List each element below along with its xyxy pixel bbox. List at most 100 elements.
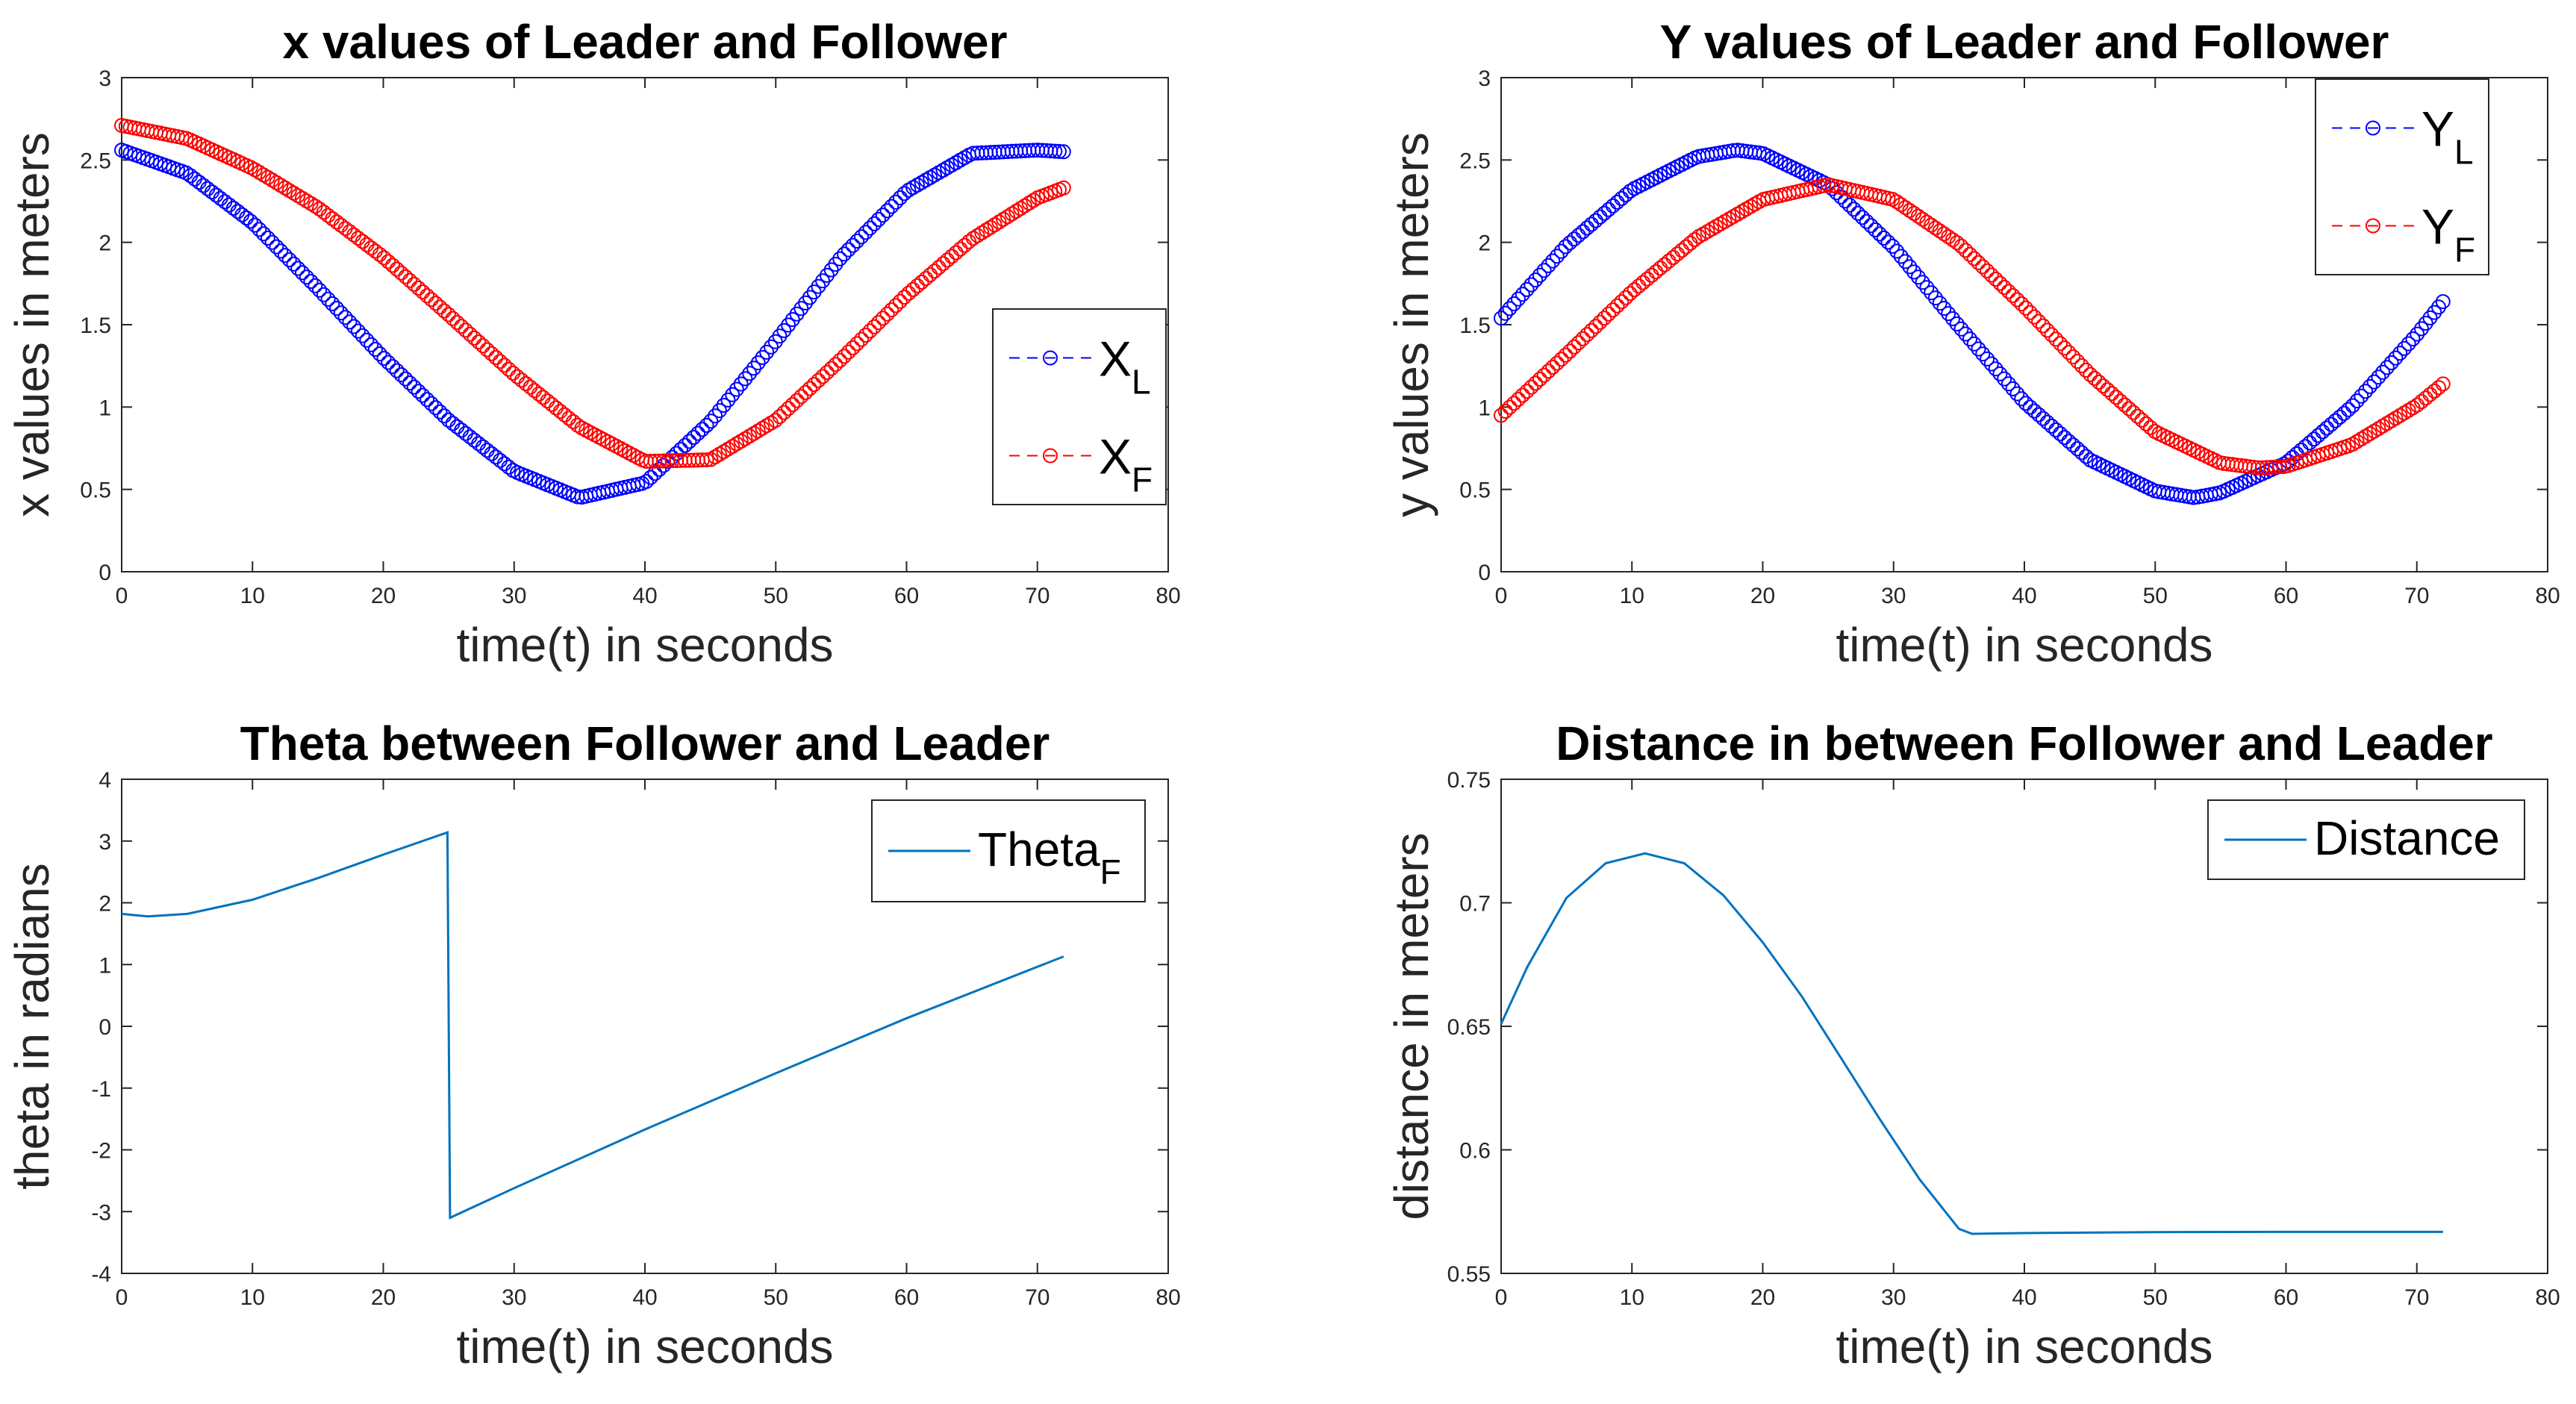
y-axis-label: distance in meters <box>1385 832 1438 1220</box>
y-tick-label: -4 <box>91 1262 111 1287</box>
data-point <box>496 358 512 373</box>
data-point <box>281 252 297 267</box>
data-point <box>2392 346 2408 361</box>
data-point <box>837 246 852 262</box>
data-point <box>2009 292 2025 308</box>
data-point <box>2078 363 2094 378</box>
data-point <box>1592 209 1608 225</box>
data-point <box>350 323 366 339</box>
data-point <box>940 252 955 268</box>
data-point <box>1592 314 1608 330</box>
data-point <box>1971 341 1986 357</box>
data-point <box>2396 340 2412 356</box>
legend-box <box>992 308 1167 505</box>
data-point <box>909 278 925 293</box>
data-point <box>716 398 732 413</box>
chart-1: 0 10 20 30 40 50 60 70 80 0 0.5 1 1.5 2 2.5 3 x values o… <box>5 15 1181 672</box>
data-point <box>437 408 452 424</box>
data-point <box>725 387 740 402</box>
data-point <box>841 344 856 360</box>
data-point <box>2022 399 2038 415</box>
x-tick-label: 70 <box>2404 584 2429 608</box>
data-point <box>2354 431 2369 447</box>
data-point <box>570 417 585 433</box>
data-point <box>884 302 899 318</box>
data-point <box>781 401 796 416</box>
data-point <box>2392 408 2408 423</box>
y-tick-label: 0 <box>1478 561 1491 585</box>
data-point <box>406 276 422 292</box>
data-point <box>1562 235 1578 251</box>
data-point <box>1932 296 1947 311</box>
data-point <box>1553 243 1569 259</box>
data-point <box>415 284 431 300</box>
data-point <box>785 397 800 412</box>
data-point <box>1558 347 1574 363</box>
data-point <box>2074 358 2089 373</box>
data-point <box>656 458 671 473</box>
data-point <box>2410 326 2425 342</box>
data-point <box>2009 386 2025 402</box>
y-tick-label: 2.5 <box>1459 149 1491 173</box>
data-point <box>802 381 817 396</box>
data-point <box>737 371 753 387</box>
data-point <box>638 474 654 490</box>
data-point <box>501 459 517 475</box>
data-point <box>987 217 1002 233</box>
x-tick-label: 60 <box>894 1285 919 1310</box>
y-tick-label: -3 <box>91 1200 111 1225</box>
data-point <box>1545 359 1561 375</box>
data-point <box>1026 193 1041 208</box>
data-point <box>1992 275 2008 291</box>
data-point <box>376 351 392 366</box>
data-point <box>1980 351 1995 366</box>
data-point <box>2379 416 2395 431</box>
data-point <box>1524 379 1539 395</box>
y-tick-label: 1 <box>99 396 111 420</box>
data-point <box>742 428 758 444</box>
legend-name: Y <box>2421 102 2454 157</box>
data-point <box>1971 255 1986 270</box>
data-point <box>858 328 873 343</box>
data-point <box>1687 232 1703 247</box>
data-point <box>1850 205 1866 221</box>
x-tick-label: 70 <box>1025 1285 1050 1310</box>
data-point <box>1579 327 1595 343</box>
data-point <box>325 296 340 311</box>
data-point <box>1605 302 1621 318</box>
data-point <box>277 248 293 263</box>
x-tick-label: 50 <box>2143 1285 2168 1310</box>
data-point <box>462 326 478 342</box>
data-point <box>652 461 667 477</box>
data-point <box>1528 272 1544 288</box>
x-axis-label: time(t) in seconds <box>1836 618 2212 672</box>
data-point <box>2324 416 2339 432</box>
data-point <box>764 339 779 355</box>
data-point <box>454 319 470 334</box>
data-point <box>755 420 770 436</box>
data-point <box>2435 294 2451 310</box>
data-point <box>411 384 426 399</box>
data-point <box>2126 405 2141 420</box>
data-point <box>1863 218 1879 234</box>
data-point <box>2048 422 2064 437</box>
data-point <box>488 350 504 365</box>
data-point <box>381 355 396 370</box>
data-point <box>432 404 448 419</box>
data-point <box>398 269 414 284</box>
data-point <box>1975 259 1991 275</box>
x-tick-label: 20 <box>371 1285 396 1310</box>
data-point <box>767 413 783 428</box>
x-tick-label: 50 <box>764 1285 788 1310</box>
data-point <box>2108 390 2124 405</box>
data-point <box>837 349 852 364</box>
legend-subscript: L <box>2454 133 2474 172</box>
data-point <box>1902 259 1918 275</box>
data-point <box>703 414 719 429</box>
data-point <box>2319 420 2335 436</box>
chart-4: 0 10 20 30 40 50 60 70 80 0.55 0.6 0.65 0.7 0.75 Dista… <box>1385 717 2560 1373</box>
data-point <box>479 342 495 358</box>
data-point <box>423 292 439 308</box>
data-point <box>819 365 835 380</box>
data-point <box>415 387 431 403</box>
